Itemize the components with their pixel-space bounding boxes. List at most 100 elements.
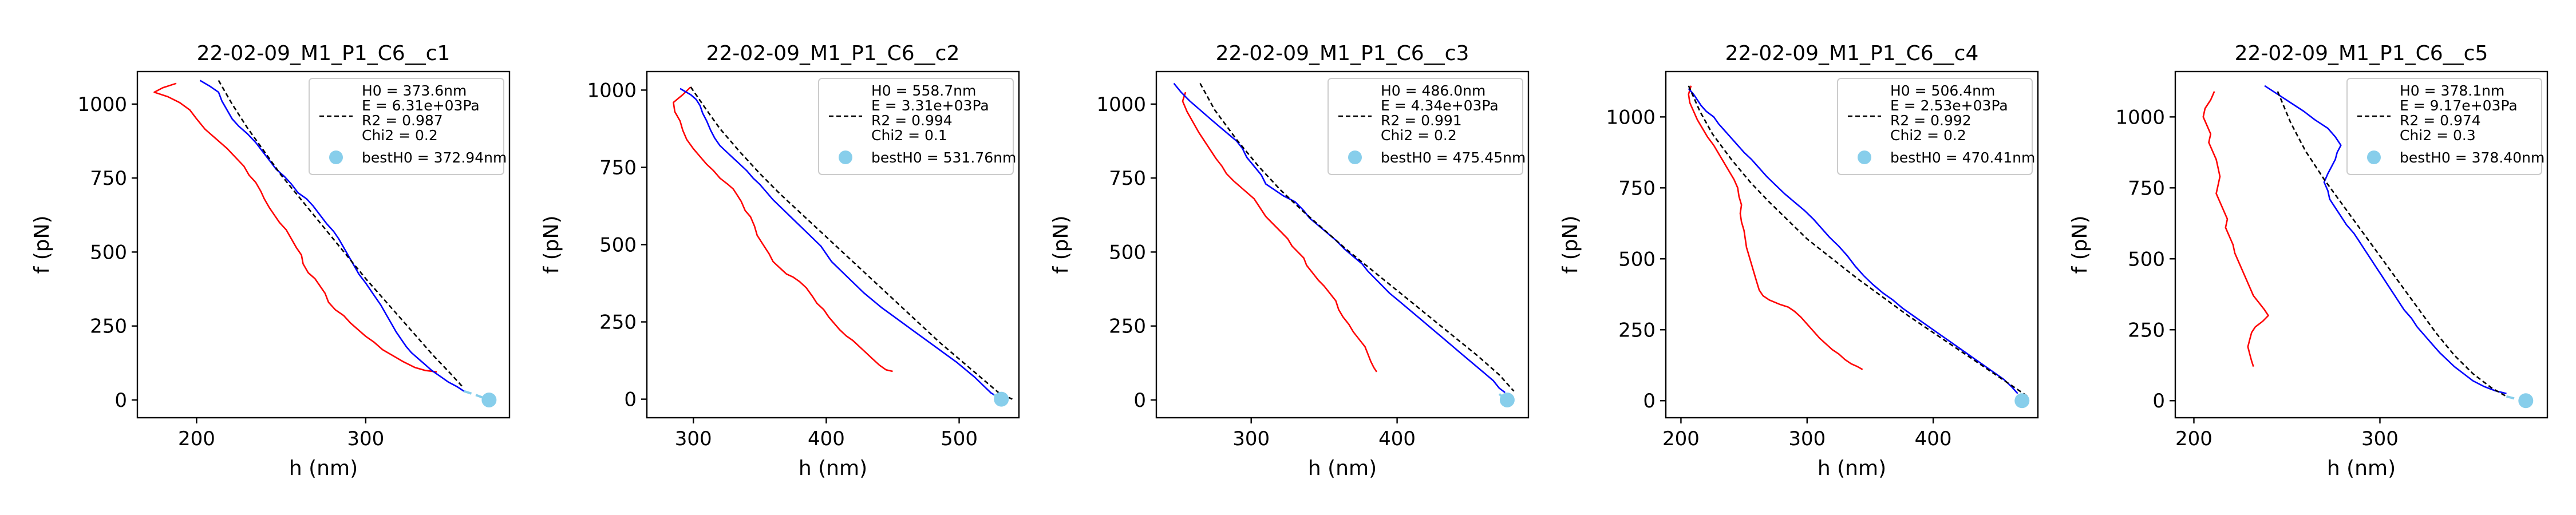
legend-entry: R2 = 0.974 [2400,112,2481,129]
legend-box [309,78,504,175]
legend-entry: R2 = 0.991 [1381,112,1462,129]
y-tick-label: 750 [599,156,637,179]
y-tick-label: 1000 [2115,106,2165,129]
legend-box [1327,78,1523,175]
x-tick-label: 300 [347,427,384,450]
y-tick-label: 500 [599,234,637,257]
panel-title: 22-02-09_M1_P1_C6__c4 [1725,42,1979,65]
fit-curve [690,86,1013,400]
panel-title: 22-02-09_M1_P1_C6__c5 [2235,42,2488,65]
axes-frame [1665,70,2039,419]
fit-curve [1688,85,2029,397]
y-tick-label: 500 [2128,248,2165,271]
x-tick-label: 400 [808,427,845,450]
x-tick-label: 300 [675,427,712,450]
y-tick-label: 0 [1643,390,1656,413]
plot-area [153,80,497,407]
y-axis-label: f (pN) [30,216,54,274]
y-tick-label: 750 [2128,177,2165,200]
y-tick-label: 1000 [587,79,637,102]
legend-entry: R2 = 0.992 [1890,112,1971,129]
legend-box [818,78,1014,175]
x-tick-label: 300 [2361,427,2399,450]
y-tick-label: 500 [1109,241,1146,264]
y-tick-label: 0 [114,389,127,412]
compression-curve [1688,85,1863,370]
y-tick-label: 0 [624,389,637,411]
y-tick-label: 1000 [77,93,127,116]
legend-entry-besth0: bestH0 = 378.40nm [2400,149,2545,166]
besth0-marker [2014,393,2030,409]
legend-entry: Chi2 = 0.2 [1890,127,1966,144]
y-tick-label: 250 [599,311,637,334]
x-tick-label: 300 [1788,427,1826,450]
axes-frame [136,70,511,419]
legend-entry-besth0: bestH0 = 372.94nm [362,149,507,166]
legend-besth0-swatch [1858,150,1871,164]
y-axis-label: f (pN) [1559,216,1582,274]
legend-entry: H0 = 378.1nm [2400,82,2504,99]
compression-curve [153,82,437,373]
legend-entry: E = 6.31e+03Pa [362,97,480,114]
legend-entry: E = 4.34e+03Pa [1381,97,1499,114]
y-axis-label: f (pN) [540,216,563,274]
y-tick-label: 750 [1109,167,1146,190]
plot-area [1688,85,2030,409]
panel-title: 22-02-09_M1_P1_C6__c3 [1216,42,1469,65]
besth0-marker [994,391,1009,407]
x-tick-label: 300 [1232,427,1270,450]
x-tick-label: 400 [1378,427,1416,450]
legend-besth0-swatch [329,150,343,164]
legend-entry: E = 3.31e+03Pa [871,97,989,114]
x-axis-label: h (nm) [799,457,867,480]
panel-title: 22-02-09_M1_P1_C6__c1 [197,42,451,65]
legend-box [1837,78,2033,175]
panel-3: 22-02-09_M1_P1_C6__c3 300 400 0 250 500 750 100… [1049,42,1530,480]
y-axis-label: f (pN) [2068,216,2092,274]
panel-title: 22-02-09_M1_P1_C6__c2 [706,42,960,65]
panel-1: 22-02-09_M1_P1_C6__c1 200 300 0 250 500 750 100… [30,42,511,480]
x-tick-label: 200 [178,427,215,450]
compression-curve [2202,91,2269,367]
legend-box [2346,78,2542,175]
legend-entry: Chi2 = 0.3 [2400,127,2476,144]
y-tick-label: 250 [2128,319,2165,342]
compression-curve [673,86,893,373]
legend-besth0-swatch [2367,150,2381,164]
y-tick-label: 750 [1618,177,1656,200]
legend-entry: H0 = 486.0nm [1381,82,1485,99]
besth0-marker [481,392,497,407]
panel-2: 22-02-09_M1_P1_C6__c2 300 400 500 0 250 500 750… [540,42,1020,480]
x-tick-label: 400 [1915,427,1952,450]
fit-curve [2277,91,2507,397]
y-tick-label: 500 [90,241,127,264]
y-tick-label: 1000 [1096,93,1146,116]
panel-4: 22-02-09_M1_P1_C6__c4 200 300 400 0 250 500 750… [1559,42,2039,480]
relaxation-curve [1688,88,2018,394]
plot-area [673,86,1013,407]
panel-5: 22-02-09_M1_P1_C6__c5 200 300 0 250 500 750 100… [2068,42,2549,480]
y-tick-label: 250 [1109,315,1146,338]
legend-entry: E = 2.53e+03Pa [1890,97,2008,114]
legend-besth0-swatch [1348,150,1362,164]
legend-entry-besth0: bestH0 = 475.45nm [1381,149,1526,166]
legend-entry: H0 = 506.4nm [1890,82,1995,99]
y-tick-label: 500 [1618,248,1656,271]
x-axis-label: h (nm) [289,457,358,480]
x-axis-label: h (nm) [1308,457,1377,480]
y-tick-label: 750 [90,167,127,190]
legend-entry: Chi2 = 0.2 [1381,127,1457,144]
relaxation-curve [1173,82,1506,394]
legend-besth0-swatch [839,150,852,164]
extrapolation-curve [463,390,490,401]
legend-entry: R2 = 0.994 [871,112,953,129]
relaxation-curve [199,80,464,392]
x-tick-label: 200 [2175,427,2212,450]
y-tick-label: 250 [90,315,127,338]
